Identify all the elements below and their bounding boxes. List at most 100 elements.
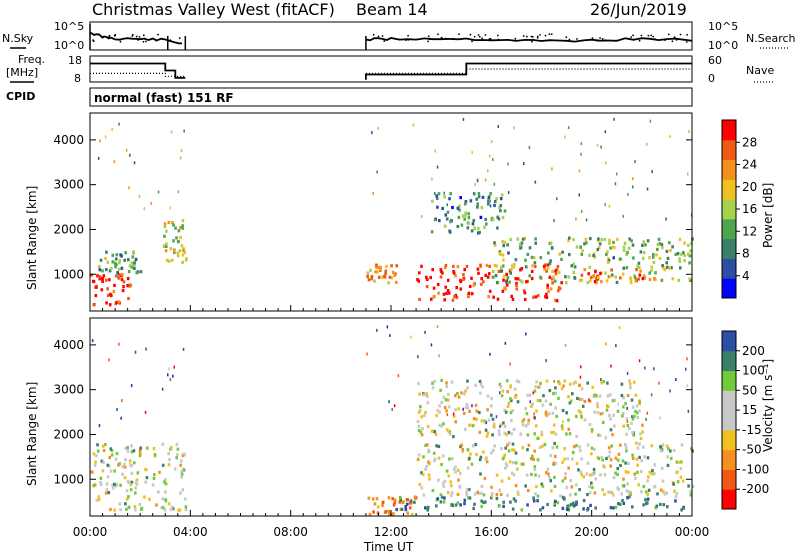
power-cell [122,285,125,289]
velocity-cell [679,475,683,479]
velocity-cell [121,399,123,403]
velocity-cell [676,480,680,484]
velocity-cell [440,378,443,382]
power-cell [646,239,650,243]
velocity-cell [490,485,493,489]
velocity-cell [640,490,643,494]
velocity-cell [144,410,147,414]
velocity-cell [510,432,513,436]
velocity-cell [590,481,593,485]
power-cell [132,250,135,254]
power-cell [376,270,379,274]
velocity-cell [567,418,570,422]
nsearch-point [496,34,499,37]
velocity-cell [446,491,450,495]
velocity-cell [405,498,409,502]
power-cell [512,262,516,267]
velocity-cell [144,480,147,484]
velocity-cell [161,497,165,501]
power-cell [638,273,642,277]
velocity-cell [90,470,94,474]
power-cell [163,222,167,226]
velocity-cell [568,382,572,386]
power-cell [544,295,547,299]
velocity-swatch [722,489,736,510]
power-cell [547,251,550,255]
velocity-cell [516,467,519,471]
velocity-cell [530,472,533,476]
power-cell [596,143,599,147]
power-cell [630,239,633,243]
velocity-cell [582,475,585,479]
power-cell [580,273,584,277]
nsearch-point [391,37,393,39]
power-cell [580,209,583,213]
velocity-cell [631,453,634,457]
power-cell [669,135,671,139]
power-cell [181,226,184,230]
velocity-cell [661,479,665,483]
velocity-cell [99,482,103,487]
power-cell [551,281,554,285]
velocity-cell [546,467,550,471]
power-cell [424,275,428,279]
velocity-cell [569,493,572,497]
power-cell [623,241,627,245]
velocity-cell [572,503,575,507]
power-cell [661,246,664,250]
power-cell [430,230,434,234]
power-cell [490,140,493,143]
power-cell [498,250,502,254]
power-cell [499,197,503,201]
velocity-cell [607,404,610,408]
velocity-cell [167,373,169,377]
velocity-cell [506,443,509,447]
power-cell [455,286,458,290]
velocity-cell [417,410,421,414]
velocity-cell [144,467,147,472]
power-cell [105,250,108,254]
velocity-cell [108,358,110,362]
power-cell [510,294,513,298]
velocity-cell [612,493,615,497]
nsearch-point [445,38,448,40]
cpid-panel [89,87,693,107]
velocity-cell [601,458,604,462]
velocity-cell [152,447,156,451]
power-cell [384,269,388,273]
velocity-cell [420,471,423,475]
velocity-cell [437,444,441,449]
power-cell [100,288,104,292]
velocity-cell [554,391,558,395]
velocity-cell [541,484,545,488]
power-cell [111,253,115,257]
velocity-cell [607,455,611,459]
power-cell [113,261,117,265]
power-cell [113,283,116,287]
velocity-cell [111,483,114,487]
power-cell [143,207,145,211]
velocity-cell [182,347,185,351]
power-cell [503,240,507,244]
velocity-cell [514,451,518,455]
power-cell [444,213,448,217]
velocity-cell [639,432,642,436]
velocity-cell [512,448,516,452]
velocity-cell [125,497,129,501]
power-cell [472,192,476,196]
velocity-cell [430,343,433,347]
velocity-cell [638,455,641,459]
velocity-cell [504,410,508,414]
velocity-cell [634,409,637,413]
velocity-cell [490,404,493,408]
velocity-cell [424,506,427,510]
velocity-cell [639,436,643,441]
velocity-cell [118,342,120,346]
velocity-cell [468,496,472,500]
velocity-cell [441,454,445,458]
velocity-cell [183,497,187,501]
velocity-cell [392,503,396,507]
power-swatch [722,278,736,299]
velocity-cell [139,446,142,450]
